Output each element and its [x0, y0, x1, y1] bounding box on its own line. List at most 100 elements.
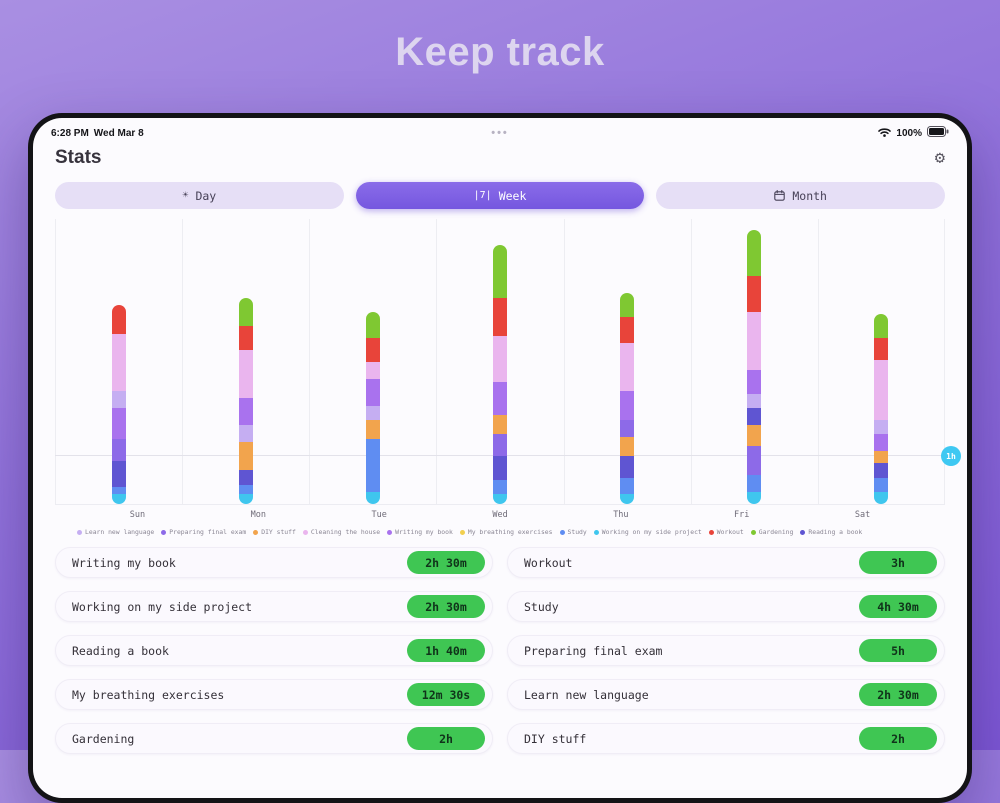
- status-bar: 6:28 PM Wed Mar 8 ••• 100%: [33, 118, 967, 140]
- bar-segment-gardening: [874, 314, 889, 339]
- bar-segment-reading-a-book: [238, 470, 253, 485]
- activity-name: DIY stuff: [524, 731, 587, 746]
- tab-label: Day: [195, 188, 217, 203]
- activity-row[interactable]: Gardening 2h: [55, 723, 493, 754]
- legend-item-preparing-final-exam: Preparing final exam: [161, 528, 246, 536]
- page-title: Stats: [55, 147, 102, 168]
- bar-segment-workout: [238, 326, 253, 351]
- legend-dot: [800, 529, 806, 535]
- stacked-bar-wed[interactable]: [492, 244, 507, 504]
- legend-dot: [708, 529, 714, 535]
- bar-segment-writing-my-book: [747, 369, 762, 394]
- activity-row[interactable]: Writing my book 2h 30m: [55, 547, 493, 578]
- duration-badge: 2h: [859, 727, 937, 750]
- bar-segment-working-on-my-side-project: [365, 492, 380, 504]
- bar-segment-working-on-my-side-project: [238, 494, 253, 504]
- legend-dot: [302, 529, 308, 535]
- bar-segment-learn-new-language: [747, 393, 762, 409]
- bar-segment-preparing-final-exam: [620, 420, 635, 437]
- bar-segment-diy-stuff: [874, 451, 889, 464]
- stacked-bar-sun[interactable]: [111, 304, 126, 504]
- legend-dot: [77, 529, 82, 535]
- bar-segment-diy-stuff: [492, 415, 507, 435]
- activity-row[interactable]: My breathing exercises 12m 30s: [55, 679, 493, 710]
- bar-segment-diy-stuff: [747, 424, 762, 447]
- bar-segment-study: [111, 487, 126, 495]
- bar-segment-working-on-my-side-project: [874, 492, 889, 504]
- bar-segment-reading-a-book: [747, 408, 762, 425]
- activity-row[interactable]: Study 4h 30m: [507, 591, 945, 622]
- hero-title: Keep track: [395, 30, 605, 74]
- bar-segment-reading-a-book: [874, 463, 889, 478]
- duration-badge: 3h: [859, 551, 937, 574]
- day-label: Mon: [250, 510, 266, 520]
- bar-segment-cleaning-the-house: [111, 333, 126, 392]
- day-label: Tue: [371, 510, 387, 520]
- bar-segment-diy-stuff: [620, 436, 635, 457]
- bar-segment-working-on-my-side-project: [620, 494, 635, 504]
- duration-badge: 2h 30m: [407, 551, 485, 574]
- bar-segment-working-on-my-side-project: [747, 492, 762, 504]
- tab-week[interactable]: |7| Week: [355, 182, 645, 209]
- duration-badge: 12m 30s: [407, 683, 485, 706]
- bar-segment-reading-a-book: [111, 460, 126, 488]
- day-label: Sat: [854, 510, 871, 520]
- bar-segment-writing-my-book: [365, 379, 380, 406]
- legend-label: Gardening: [758, 528, 794, 536]
- activity-name: Preparing final exam: [524, 643, 663, 658]
- activity-row[interactable]: Reading a book 1h 40m: [55, 635, 493, 666]
- activity-chart: 1h Sun Mon Tue Wed Thu Fri Sat Learn new langu…: [55, 219, 961, 536]
- day-label: Fri: [734, 510, 750, 520]
- legend-item-writing-my-book: Writing my book: [387, 528, 453, 536]
- vertical-gridline: [436, 219, 438, 504]
- bar-segment-cleaning-the-house: [492, 336, 507, 382]
- stacked-bar-fri[interactable]: [747, 230, 762, 504]
- legend-item-cleaning-the-house: Cleaning the house: [302, 528, 380, 536]
- bar-segment-workout: [492, 297, 507, 337]
- legend-item-gardening: Gardening: [750, 528, 794, 536]
- activity-row[interactable]: Working on my side project 2h 30m: [55, 591, 493, 622]
- activity-row[interactable]: Preparing final exam 5h: [507, 635, 945, 666]
- activity-row[interactable]: Learn new language 2h 30m: [507, 679, 945, 710]
- stacked-bar-tue[interactable]: [365, 312, 380, 504]
- day-label: Sun: [129, 510, 146, 520]
- duration-badge: 5h: [859, 639, 937, 662]
- status-left: 6:28 PM Wed Mar 8: [51, 128, 491, 139]
- bar-segment-study: [874, 477, 889, 492]
- stacked-bar-thu[interactable]: [620, 292, 635, 504]
- activity-row[interactable]: DIY stuff 2h: [507, 723, 945, 754]
- activity-name: Reading a book: [72, 643, 169, 658]
- bar-segment-study: [620, 477, 635, 495]
- stacked-bar-mon[interactable]: [238, 297, 253, 504]
- settings-gear-icon[interactable]: ⚙: [934, 148, 945, 168]
- legend-label: DIY stuff: [261, 528, 296, 536]
- bar-segment-reading-a-book: [620, 456, 635, 478]
- legend-label: Preparing final exam: [169, 528, 247, 536]
- hour-scale-badge[interactable]: 1h: [941, 446, 961, 466]
- month-tab-icon: [774, 190, 786, 201]
- vertical-gridline: [309, 219, 311, 504]
- day-axis-labels: Sun Mon Tue Wed Thu Fri Sat: [77, 510, 923, 520]
- stacked-bar-sat[interactable]: [874, 314, 889, 504]
- legend-item-reading-a-book: Reading a book: [800, 528, 862, 536]
- day-label: Thu: [613, 510, 629, 520]
- legend-label: Study: [567, 528, 587, 536]
- bar-segment-reading-a-book: [492, 456, 507, 481]
- duration-badge: 2h 30m: [407, 595, 485, 618]
- chart-column-mon: [182, 219, 309, 504]
- bar-segment-gardening: [747, 230, 762, 277]
- bar-segment-working-on-my-side-project: [492, 494, 507, 504]
- wifi-icon: [878, 127, 892, 140]
- legend-dot: [253, 529, 259, 535]
- menu-dots-icon[interactable]: •••: [491, 127, 509, 139]
- vertical-gridline: [563, 219, 565, 504]
- tab-month[interactable]: Month: [656, 182, 946, 209]
- legend-dot: [459, 529, 465, 535]
- bar-segment-cleaning-the-house: [620, 343, 635, 392]
- bar-segment-diy-stuff: [238, 441, 253, 471]
- legend-dot: [750, 529, 756, 535]
- tab-day[interactable]: ☀ Day: [55, 182, 344, 209]
- activity-row[interactable]: Workout 3h: [507, 547, 945, 578]
- bar-segment-workout: [365, 338, 380, 363]
- bar-segment-preparing-final-exam: [747, 446, 762, 476]
